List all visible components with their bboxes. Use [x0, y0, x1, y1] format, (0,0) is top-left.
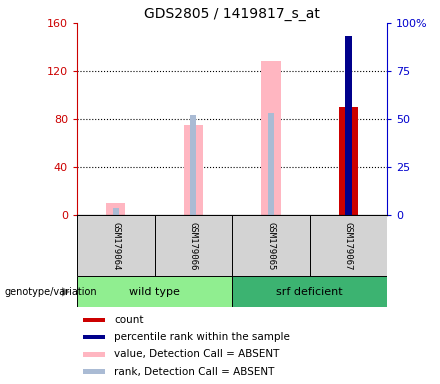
Text: GSM179066: GSM179066 — [189, 222, 198, 270]
Text: srf deficient: srf deficient — [276, 287, 343, 297]
Title: GDS2805 / 1419817_s_at: GDS2805 / 1419817_s_at — [144, 7, 320, 21]
Bar — [106, 203, 125, 215]
Bar — [83, 318, 105, 322]
Bar — [268, 113, 274, 215]
Bar — [183, 125, 203, 215]
Bar — [345, 36, 352, 215]
Bar — [261, 61, 281, 215]
Bar — [190, 116, 196, 215]
Text: GSM179065: GSM179065 — [266, 222, 275, 270]
Bar — [310, 215, 387, 276]
Bar — [339, 107, 358, 215]
Bar — [232, 215, 310, 276]
Bar — [113, 208, 119, 215]
Bar — [83, 352, 105, 357]
Bar — [154, 215, 232, 276]
Text: percentile rank within the sample: percentile rank within the sample — [114, 332, 290, 342]
Text: genotype/variation: genotype/variation — [4, 287, 97, 297]
Bar — [83, 335, 105, 339]
Bar — [77, 276, 232, 307]
Text: value, Detection Call = ABSENT: value, Detection Call = ABSENT — [114, 349, 279, 359]
Text: GSM179067: GSM179067 — [344, 222, 353, 270]
Bar — [83, 369, 105, 374]
Bar — [232, 276, 387, 307]
Text: GSM179064: GSM179064 — [111, 222, 120, 270]
Text: count: count — [114, 314, 144, 325]
Text: rank, Detection Call = ABSENT: rank, Detection Call = ABSENT — [114, 366, 275, 377]
Polygon shape — [62, 287, 70, 296]
Text: wild type: wild type — [129, 287, 180, 297]
Bar — [77, 215, 154, 276]
